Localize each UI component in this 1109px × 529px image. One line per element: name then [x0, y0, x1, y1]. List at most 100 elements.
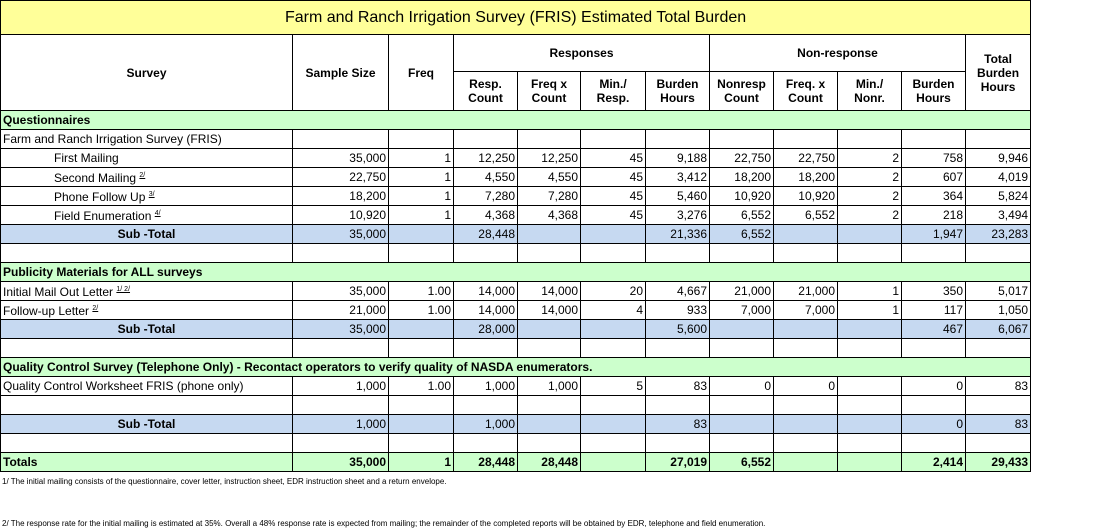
cell: 12,250 — [453, 148, 518, 168]
row-label — [0, 433, 293, 453]
table-row: Second Mailing 2/22,750 1 4,550 4,550 45 3,41… — [0, 167, 1032, 187]
cell: 35,000 — [292, 452, 389, 472]
header-sample-size: Sample Size — [292, 34, 389, 111]
cell — [837, 433, 902, 453]
cell — [901, 395, 966, 415]
cell: 1,050 — [964, 300, 1032, 320]
cell: 14,000 — [517, 300, 581, 320]
cell: 1 — [388, 167, 454, 187]
cell: 7,000 — [709, 300, 774, 320]
cell: 28,448 — [453, 452, 518, 472]
cell: 0 — [901, 414, 966, 434]
row-label: Second Mailing 2/ — [0, 167, 293, 187]
subtotal-row: Sub -Total 35,000 28,448 21,336 6,552 1,947 23… — [0, 224, 1032, 244]
cell: 758 — [901, 148, 966, 168]
cell — [645, 129, 710, 149]
cell: 1 — [837, 281, 902, 301]
row-label-text: Initial Mail Out Letter — [3, 285, 114, 299]
cell: 607 — [901, 167, 966, 187]
cell: 1.00 — [388, 300, 454, 320]
cell: 1,000 — [517, 376, 581, 396]
cell: 933 — [645, 300, 710, 320]
cell — [517, 129, 581, 149]
row-label: First Mailing — [0, 148, 293, 168]
footnote-2: 2/ The response rate for the initial mai… — [2, 519, 766, 528]
cell — [517, 414, 581, 434]
cell — [837, 395, 902, 415]
cell: 1,000 — [453, 414, 518, 434]
row-label-text: Farm and Ranch Irrigation Survey (FRIS) — [3, 132, 222, 146]
cell: 28,448 — [453, 224, 518, 244]
header-total-burden: Total Burden Hours — [964, 34, 1032, 111]
row-label-text: Follow-up Letter — [3, 304, 90, 318]
cell: 10,920 — [773, 186, 838, 206]
footnote-ref: 3/ — [148, 191, 155, 198]
row-label — [0, 395, 293, 415]
cell — [388, 224, 454, 244]
cell — [837, 452, 902, 472]
cell — [388, 433, 454, 453]
table-title: Farm and Ranch Irrigation Survey (FRIS) … — [0, 0, 1032, 35]
cell: 2,414 — [901, 452, 966, 472]
cell: 467 — [901, 319, 966, 339]
row-label-text: Quality Control Worksheet FRIS (phone on… — [3, 379, 244, 393]
cell — [773, 452, 838, 472]
cell: 22,750 — [773, 148, 838, 168]
header-freq: Freq — [388, 34, 454, 111]
cell: 5,017 — [964, 281, 1032, 301]
cell — [837, 414, 902, 434]
cell: 14,000 — [453, 300, 518, 320]
cell — [837, 129, 902, 149]
row-label: Totals — [0, 452, 293, 472]
cell: 7,000 — [773, 300, 838, 320]
cell: 28,000 — [453, 319, 518, 339]
cell: 6,552 — [709, 205, 774, 225]
cell — [580, 243, 646, 263]
cell — [453, 129, 518, 149]
cell: 45 — [580, 148, 646, 168]
footnote-1: 1/ The initial mailing consists of the q… — [2, 477, 447, 486]
cell: 7,280 — [517, 186, 581, 206]
cell: 9,188 — [645, 148, 710, 168]
cell: 35,000 — [292, 224, 389, 244]
cell — [709, 129, 774, 149]
cell: 10,920 — [292, 205, 389, 225]
footnote-ref: 2/ — [92, 305, 99, 312]
cell — [292, 129, 389, 149]
cell — [517, 243, 581, 263]
cell: 22,750 — [292, 167, 389, 187]
subheader-2: Min./ Resp. — [580, 71, 646, 111]
row-label-text: Sub -Total — [117, 322, 176, 336]
cell — [837, 319, 902, 339]
subheader-5: Freq. x Count — [773, 71, 838, 111]
subheader-1: Freq x Count — [517, 71, 581, 111]
row-label: Sub -Total — [0, 414, 293, 434]
table-row — [0, 395, 1032, 415]
cell: 21,000 — [709, 281, 774, 301]
cell: 83 — [964, 414, 1032, 434]
cell: 4,368 — [517, 205, 581, 225]
table-row: First Mailing 35,000 1 12,250 12,250 45 9,188 2… — [0, 148, 1032, 168]
row-label: Quality Control Worksheet FRIS (phone on… — [0, 376, 293, 396]
cell — [580, 395, 646, 415]
cell: 23,283 — [964, 224, 1032, 244]
totals-row: Totals 35,000 1 28,448 28,448 27,019 6,552 2,41… — [0, 452, 1032, 472]
cell: 18,200 — [773, 167, 838, 187]
cell: 28,448 — [517, 452, 581, 472]
footnote-ref: 1/ 2/ — [116, 286, 131, 293]
table-row: Initial Mail Out Letter 1/ 2/35,000 1.00 1… — [0, 281, 1032, 301]
cell — [580, 338, 646, 358]
header-survey: Survey — [0, 34, 293, 111]
cell: 35,000 — [292, 281, 389, 301]
cell: 2 — [837, 167, 902, 187]
table-row — [0, 433, 1032, 453]
cell: 2 — [837, 148, 902, 168]
cell — [453, 395, 518, 415]
cell — [517, 319, 581, 339]
cell: 350 — [901, 281, 966, 301]
cell: 1.00 — [388, 376, 454, 396]
header-responses: Responses — [453, 34, 710, 72]
cell: 4,019 — [964, 167, 1032, 187]
cell: 364 — [901, 186, 966, 206]
row-label — [0, 243, 293, 263]
